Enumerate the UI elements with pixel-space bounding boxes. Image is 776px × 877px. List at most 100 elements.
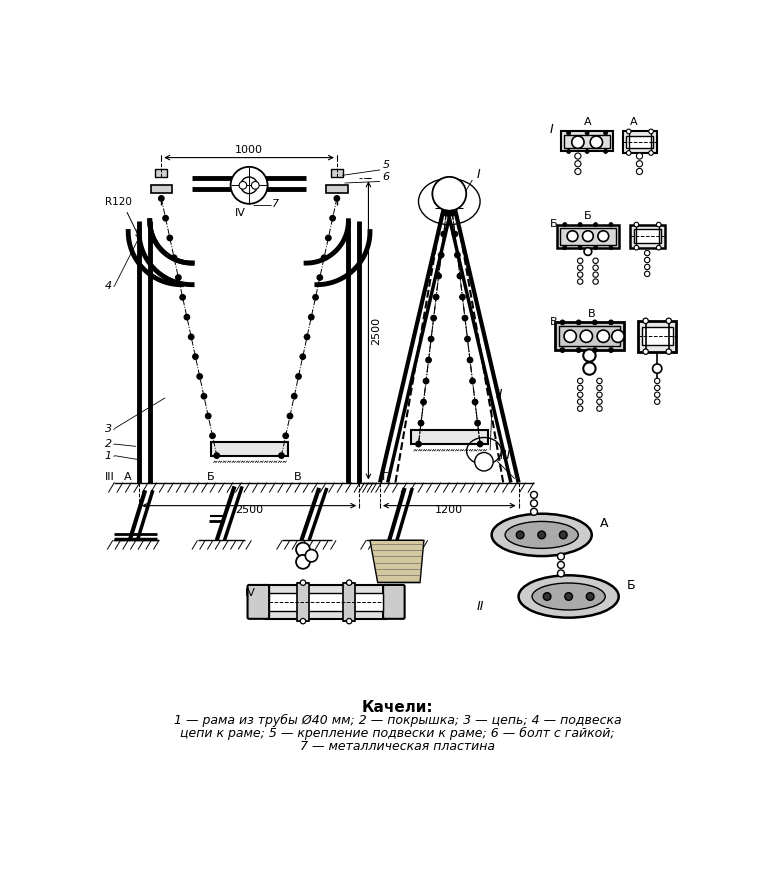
Text: цепи к раме; 5 — крепление подвески к раме; 6 — болт с гайкой;: цепи к раме; 5 — крепление подвески к ра… bbox=[180, 727, 615, 739]
Text: Б: Б bbox=[206, 472, 214, 482]
Circle shape bbox=[214, 453, 220, 459]
Circle shape bbox=[643, 318, 648, 324]
Circle shape bbox=[465, 337, 470, 342]
Text: 2500: 2500 bbox=[372, 317, 382, 345]
Circle shape bbox=[538, 531, 546, 538]
Text: 5: 5 bbox=[383, 160, 390, 170]
Circle shape bbox=[560, 348, 565, 353]
Text: 7 — металлическая пластина: 7 — металлическая пластина bbox=[300, 739, 495, 752]
Circle shape bbox=[455, 253, 460, 258]
Circle shape bbox=[597, 406, 602, 411]
Circle shape bbox=[467, 357, 473, 363]
Circle shape bbox=[577, 279, 583, 284]
Text: 1: 1 bbox=[105, 451, 112, 460]
Text: А: А bbox=[630, 118, 638, 127]
Circle shape bbox=[197, 374, 203, 379]
Circle shape bbox=[575, 168, 581, 175]
Circle shape bbox=[180, 295, 185, 300]
Circle shape bbox=[210, 433, 215, 438]
Circle shape bbox=[416, 441, 421, 446]
Circle shape bbox=[426, 357, 431, 363]
Circle shape bbox=[296, 543, 310, 557]
Text: А: А bbox=[599, 517, 608, 531]
Circle shape bbox=[441, 232, 446, 237]
Circle shape bbox=[564, 330, 577, 342]
Circle shape bbox=[300, 580, 306, 585]
Circle shape bbox=[656, 222, 661, 227]
Text: 3: 3 bbox=[105, 424, 112, 433]
Circle shape bbox=[609, 246, 613, 250]
Circle shape bbox=[572, 136, 584, 148]
Circle shape bbox=[645, 251, 650, 256]
Circle shape bbox=[626, 129, 631, 133]
Text: 4: 4 bbox=[105, 282, 112, 291]
Circle shape bbox=[206, 413, 211, 418]
Text: I: I bbox=[476, 168, 480, 182]
Circle shape bbox=[584, 362, 596, 374]
Text: II: II bbox=[476, 600, 483, 613]
Circle shape bbox=[431, 316, 436, 321]
Circle shape bbox=[283, 433, 289, 438]
Text: IV: IV bbox=[235, 208, 246, 218]
Circle shape bbox=[421, 399, 426, 404]
Circle shape bbox=[201, 394, 206, 399]
Circle shape bbox=[654, 392, 660, 397]
Circle shape bbox=[449, 210, 455, 216]
Circle shape bbox=[321, 255, 327, 260]
Circle shape bbox=[597, 399, 602, 404]
Text: А: А bbox=[584, 118, 591, 127]
Circle shape bbox=[594, 246, 598, 250]
Bar bbox=[151, 185, 172, 193]
Circle shape bbox=[577, 348, 581, 353]
Circle shape bbox=[300, 354, 306, 360]
Circle shape bbox=[654, 385, 660, 390]
Circle shape bbox=[444, 210, 449, 216]
Bar bbox=[557, 225, 618, 247]
Circle shape bbox=[557, 570, 564, 577]
Circle shape bbox=[313, 295, 318, 300]
Circle shape bbox=[516, 531, 524, 538]
Bar bbox=[560, 228, 615, 245]
Circle shape bbox=[347, 580, 352, 585]
Circle shape bbox=[583, 231, 594, 241]
Circle shape bbox=[184, 315, 189, 320]
Bar bbox=[411, 431, 488, 444]
Text: IV: IV bbox=[245, 588, 256, 598]
Text: А: А bbox=[123, 472, 131, 482]
Circle shape bbox=[434, 295, 438, 300]
Circle shape bbox=[594, 223, 598, 226]
Circle shape bbox=[239, 182, 247, 189]
Circle shape bbox=[585, 131, 589, 135]
Circle shape bbox=[167, 235, 172, 240]
Circle shape bbox=[567, 231, 578, 241]
Text: В: В bbox=[588, 309, 595, 319]
Circle shape bbox=[636, 153, 643, 159]
Circle shape bbox=[593, 258, 598, 263]
Polygon shape bbox=[370, 540, 424, 582]
Bar bbox=[555, 323, 624, 350]
Bar bbox=[155, 169, 168, 177]
Circle shape bbox=[428, 337, 434, 342]
Circle shape bbox=[475, 420, 480, 425]
Circle shape bbox=[175, 275, 181, 281]
Circle shape bbox=[462, 316, 468, 321]
Circle shape bbox=[475, 453, 494, 471]
Circle shape bbox=[230, 167, 268, 203]
Circle shape bbox=[436, 274, 442, 279]
Circle shape bbox=[575, 153, 581, 159]
Circle shape bbox=[608, 348, 613, 353]
Bar bbox=[634, 229, 661, 243]
Circle shape bbox=[469, 378, 475, 384]
Circle shape bbox=[557, 561, 564, 568]
Circle shape bbox=[566, 149, 570, 153]
Text: R120: R120 bbox=[105, 197, 132, 207]
Ellipse shape bbox=[532, 583, 605, 610]
Bar bbox=[622, 132, 657, 153]
Circle shape bbox=[452, 232, 458, 237]
Circle shape bbox=[192, 354, 198, 360]
Circle shape bbox=[418, 420, 424, 425]
Circle shape bbox=[593, 272, 598, 277]
Circle shape bbox=[604, 149, 608, 153]
Circle shape bbox=[473, 399, 478, 404]
Bar bbox=[343, 582, 355, 621]
